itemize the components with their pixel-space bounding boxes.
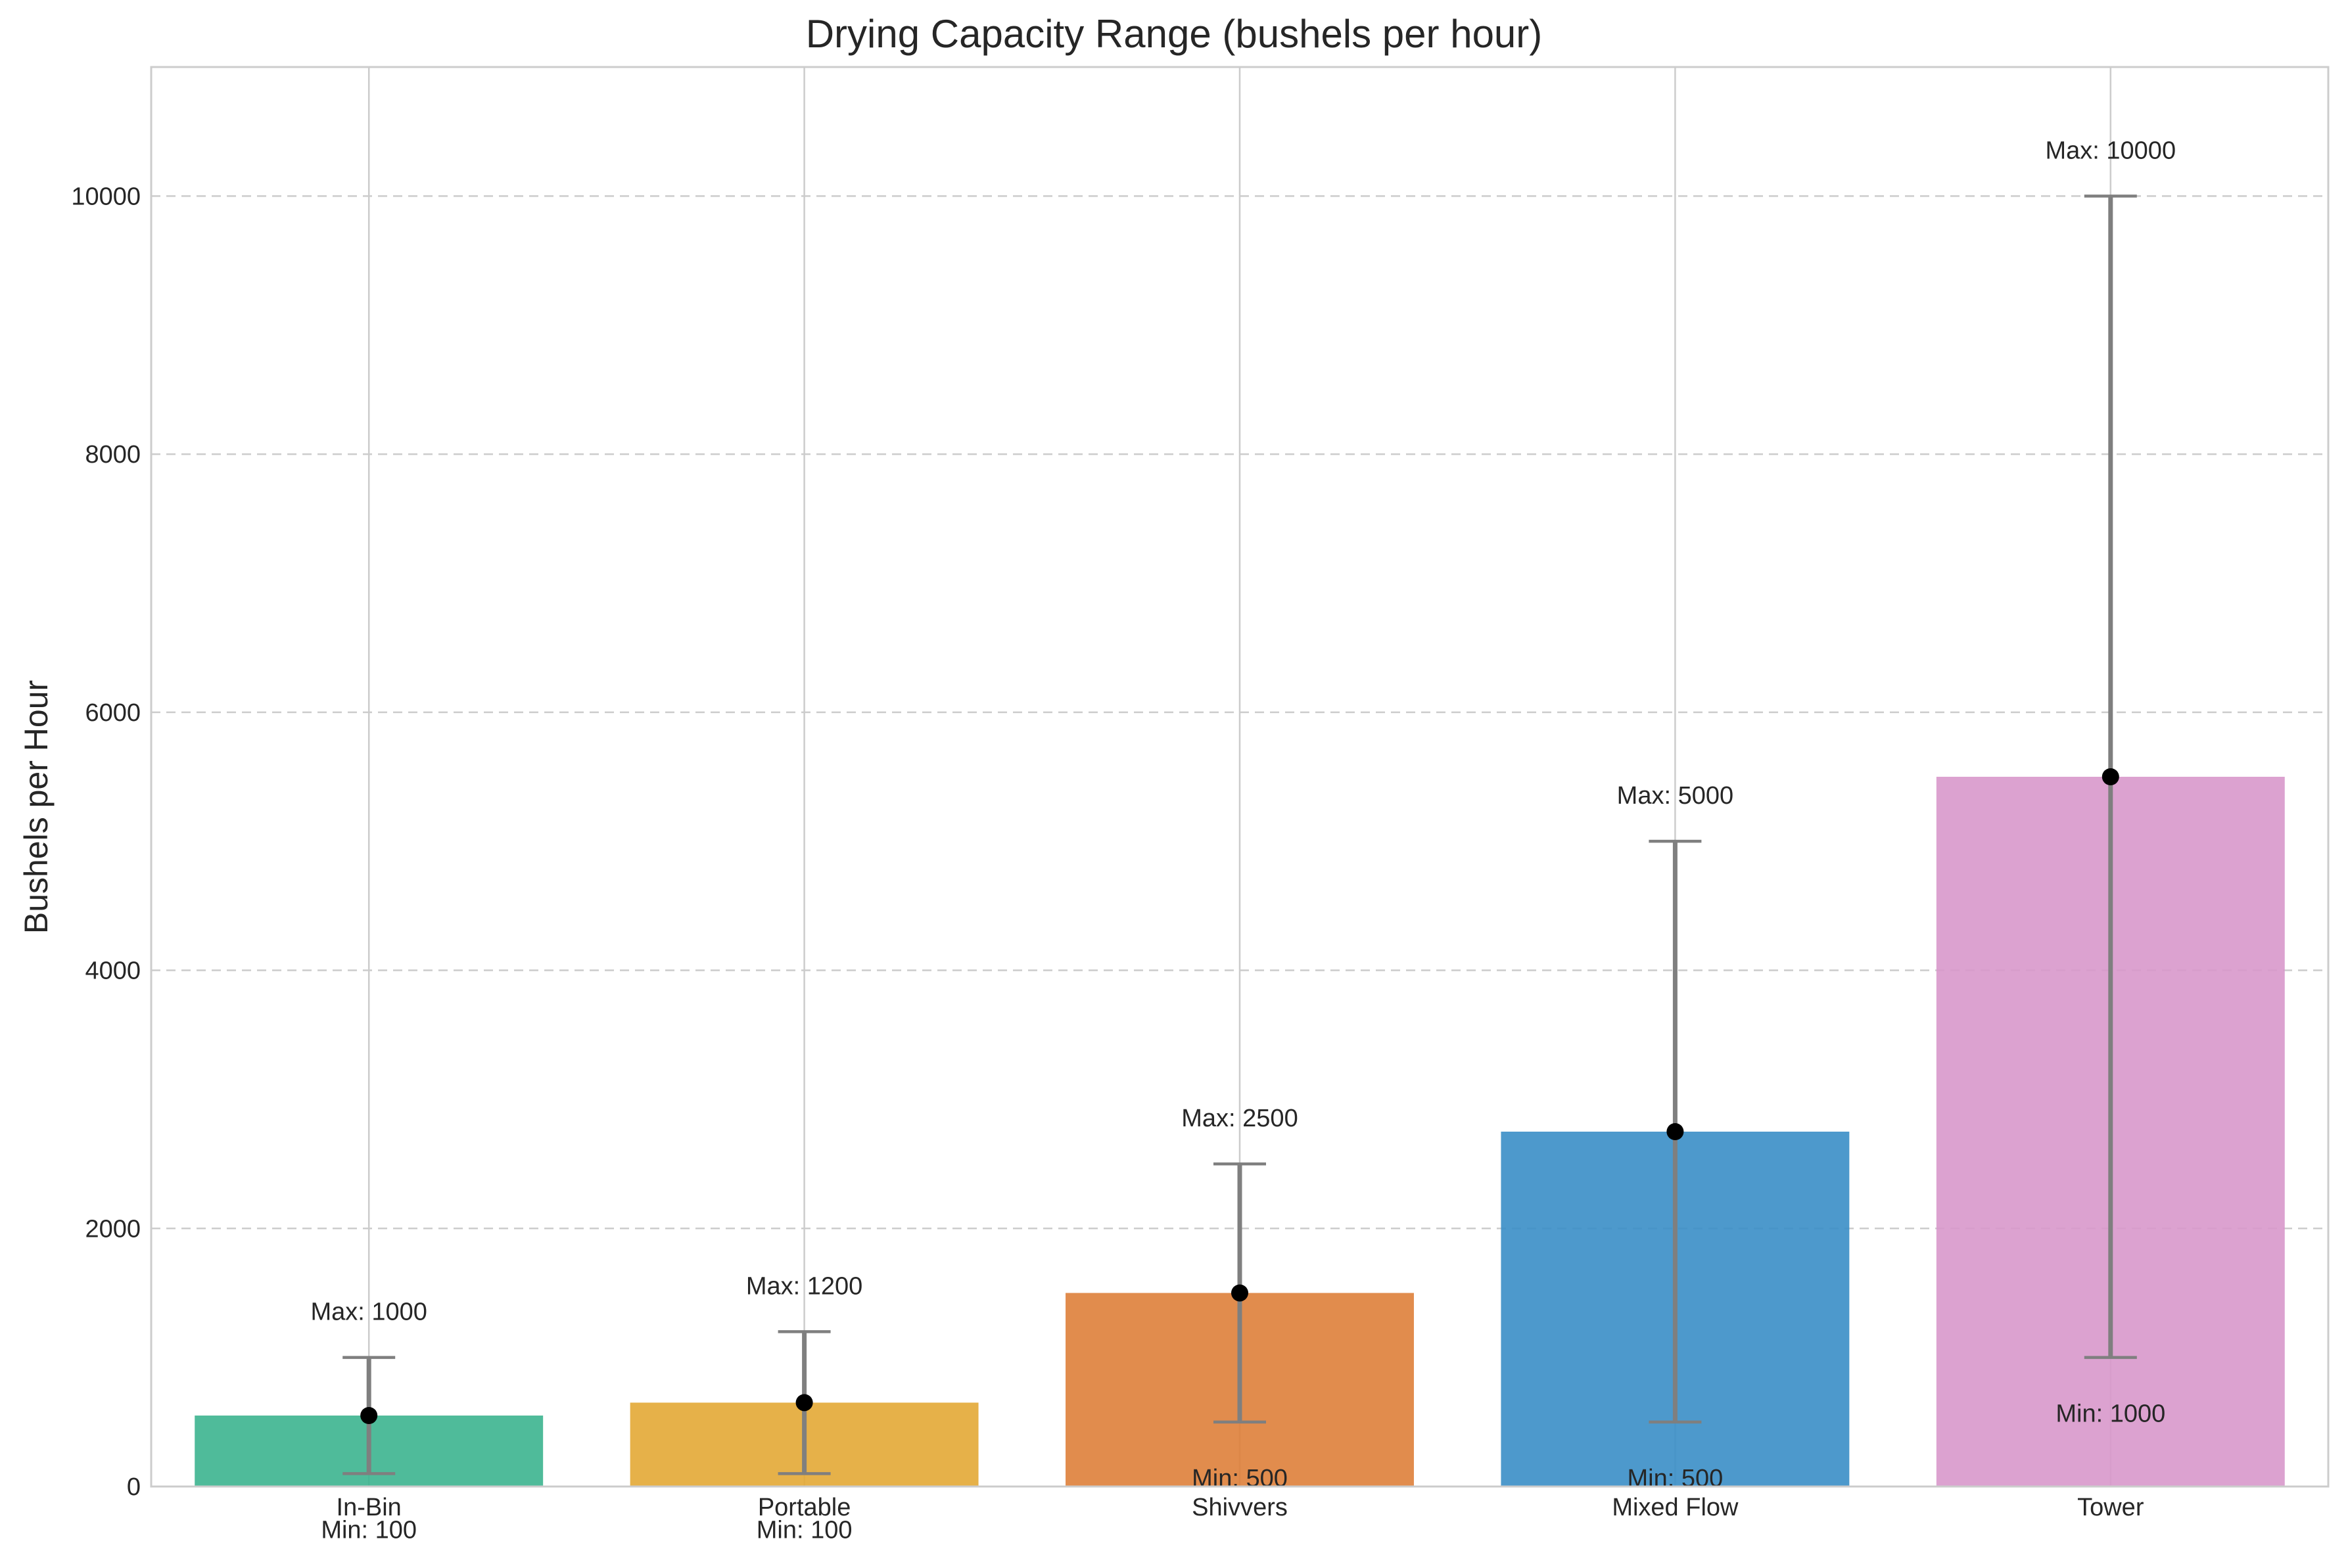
- y-tick-label: 0: [127, 1473, 141, 1501]
- y-axis-label: Bushels per Hour: [18, 680, 55, 934]
- min-label-2: Min: 500: [1192, 1465, 1288, 1492]
- axis-layer: 0 2000 4000 6000 8000 10000 In-Bin Portable Shiv…: [71, 183, 2144, 1521]
- mean-point-1: [795, 1394, 813, 1412]
- y-tick-label: 4000: [85, 957, 141, 985]
- mean-point-4: [2101, 768, 2119, 785]
- label-layer: Max: 1000 Min: 100 Max: 1200 Min: 100 Max: 2…: [310, 137, 2176, 1544]
- max-label-0: Max: 1000: [310, 1299, 427, 1326]
- mean-point-3: [1666, 1123, 1684, 1140]
- x-tick-label-3: Mixed Flow: [1612, 1494, 1739, 1521]
- x-tick-label-1: Portable: [758, 1494, 851, 1521]
- chart-title: Drying Capacity Range (bushels per hour): [806, 12, 1543, 56]
- x-tick-label-2: Shivvers: [1192, 1494, 1288, 1521]
- y-tick-label: 6000: [85, 699, 141, 727]
- x-tick-label-0: In-Bin: [337, 1494, 402, 1521]
- y-tick-label: 8000: [85, 441, 141, 469]
- min-label-4: Min: 1000: [2055, 1400, 2165, 1428]
- mean-point-0: [360, 1407, 378, 1424]
- y-tick-label: 10000: [71, 183, 141, 210]
- x-tick-label-4: Tower: [2077, 1494, 2144, 1521]
- max-label-1: Max: 1200: [746, 1272, 862, 1300]
- max-label-2: Max: 2500: [1181, 1105, 1298, 1132]
- min-label-3: Min: 500: [1628, 1465, 1724, 1492]
- max-label-4: Max: 10000: [2046, 137, 2176, 164]
- min-label-1: Min: 100: [757, 1516, 853, 1544]
- mean-point-2: [1231, 1284, 1248, 1302]
- plot-frame: [150, 66, 2330, 1488]
- min-label-0: Min: 100: [321, 1516, 417, 1544]
- error-bar-layer: [342, 195, 2137, 1475]
- y-tick-label: 2000: [85, 1215, 141, 1243]
- max-label-3: Max: 5000: [1617, 782, 1733, 810]
